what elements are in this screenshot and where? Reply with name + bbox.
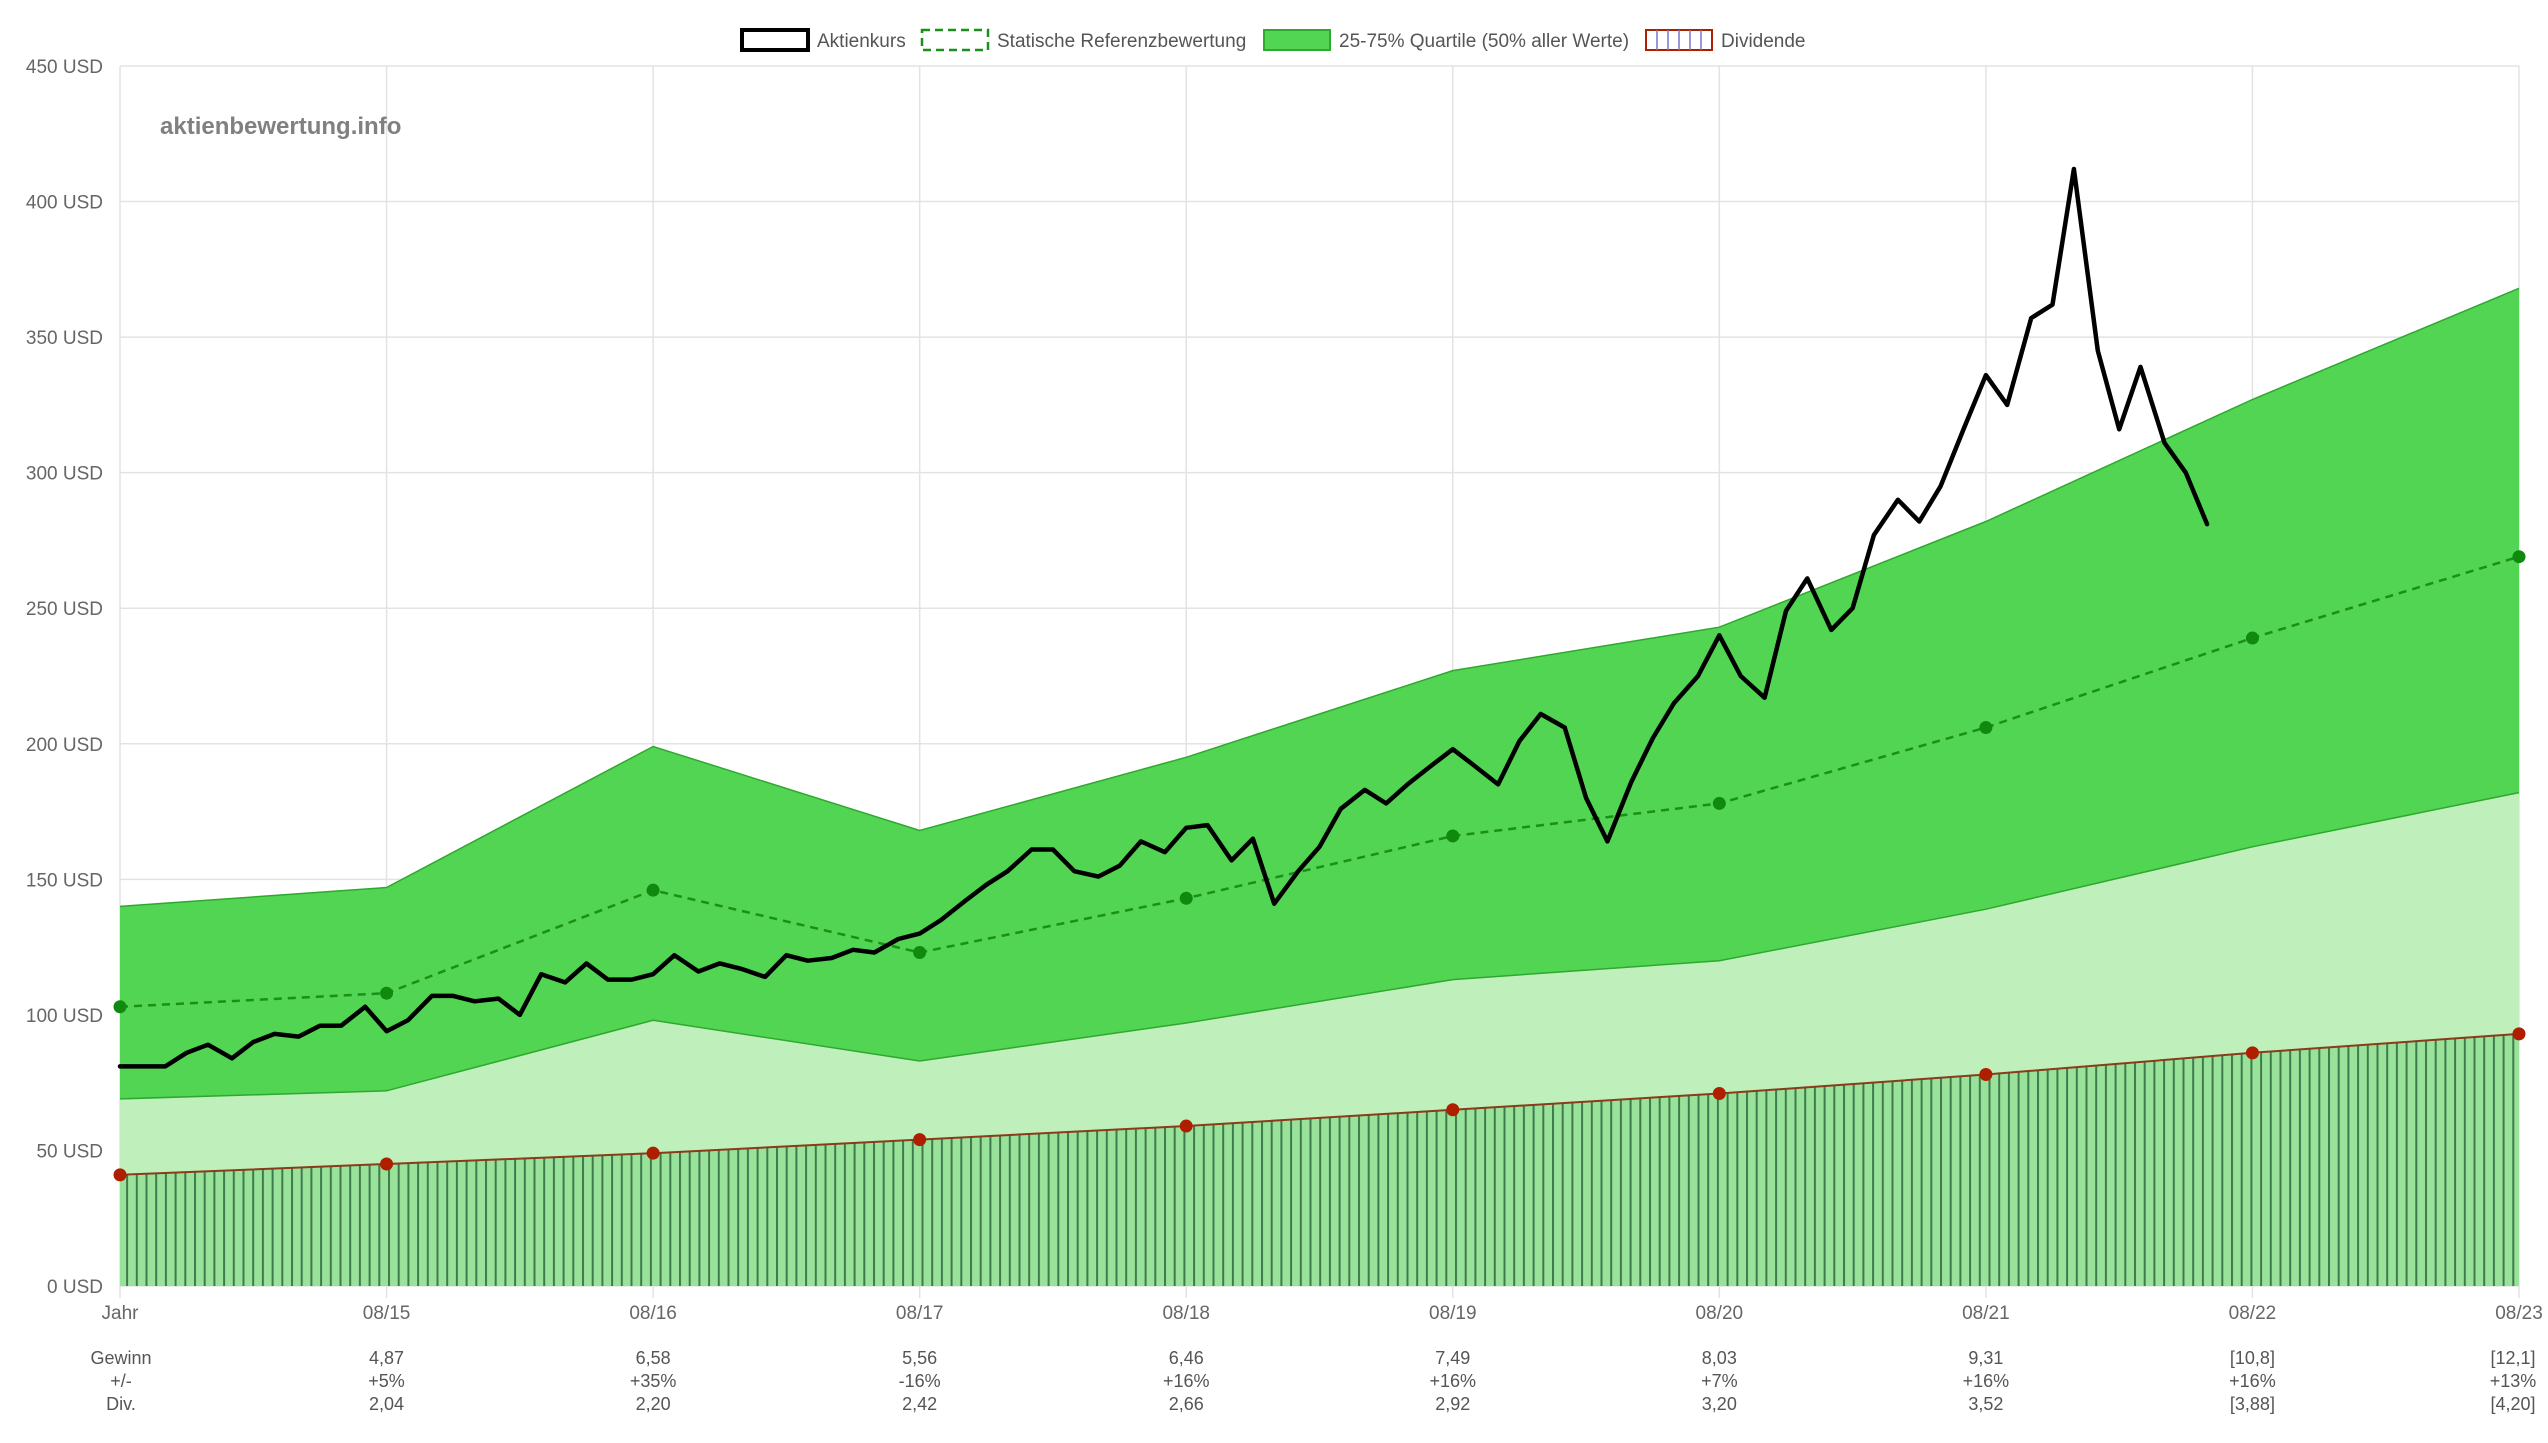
table-row-label: Div. xyxy=(106,1394,136,1414)
price-line xyxy=(117,166,2210,1069)
table-cell: [4,20] xyxy=(2490,1394,2535,1414)
reference-series xyxy=(113,550,2526,1014)
table-cell: [12,1] xyxy=(2490,1348,2535,1368)
table-cell: 3,20 xyxy=(1702,1394,1737,1414)
y-tick-label: 300 USD xyxy=(26,464,103,485)
dividend-point xyxy=(1979,1068,1993,1082)
legend-swatch-price xyxy=(740,28,810,52)
y-tick-label: 100 USD xyxy=(26,1006,103,1027)
x-tick-label: 08/18 xyxy=(1162,1303,1210,1324)
x-tick-label: 08/17 xyxy=(896,1303,944,1324)
legend-label: Dividende xyxy=(1721,31,1806,52)
dividend-point xyxy=(1446,1103,1460,1117)
reference-line xyxy=(119,555,2520,1009)
x-tick-label: 08/19 xyxy=(1429,1303,1477,1324)
dividend-point xyxy=(1712,1087,1726,1101)
table-cell: 2,20 xyxy=(636,1394,671,1414)
table-cell: 9,31 xyxy=(1968,1348,2003,1368)
legend: Aktienkurs Statische Referenzbewertung 25-… xyxy=(740,28,1806,52)
dividend-point xyxy=(380,1157,394,1171)
table-cell: +13% xyxy=(2490,1371,2537,1391)
table-cell: [10,8] xyxy=(2230,1348,2275,1368)
table-row-label: +/- xyxy=(110,1371,132,1391)
table-cell: 6,46 xyxy=(1169,1348,1204,1368)
table-cell: +16% xyxy=(2229,1371,2276,1391)
x-tick-label: 08/16 xyxy=(629,1303,677,1324)
dividend-point xyxy=(113,1168,127,1182)
table-cell: +7% xyxy=(1701,1371,1738,1391)
x-tick-label: 08/15 xyxy=(363,1303,411,1324)
table-cell: 5,56 xyxy=(902,1348,937,1368)
reference-point xyxy=(1179,891,1193,905)
dividend-area xyxy=(120,1033,2519,1286)
table-cell: 3,52 xyxy=(1968,1394,2003,1414)
dividend-line xyxy=(119,1032,2520,1176)
table-cell: -16% xyxy=(899,1371,941,1391)
table-cell: +16% xyxy=(1163,1371,1210,1391)
x-tick-label: 08/21 xyxy=(1962,1303,2010,1324)
reference-point xyxy=(113,1000,127,1014)
table-cell: +35% xyxy=(630,1371,677,1391)
table-cell: 2,66 xyxy=(1169,1394,1204,1414)
dividend-point xyxy=(2512,1027,2526,1041)
legend-label: Aktienkurs xyxy=(817,31,906,52)
legend-label: 25-75% Quartile (50% aller Werte) xyxy=(1339,31,1629,52)
table-cell: +16% xyxy=(1963,1371,2010,1391)
y-tick-label: 0 USD xyxy=(47,1277,103,1298)
y-tick-label: 250 USD xyxy=(26,599,103,620)
legend-label: Statische Referenzbewertung xyxy=(997,31,1246,52)
table-cell: 6,58 xyxy=(636,1348,671,1368)
reference-point xyxy=(380,986,394,1000)
y-tick-label: 150 USD xyxy=(26,870,103,891)
table-row-label: Gewinn xyxy=(90,1348,151,1368)
reference-point xyxy=(1979,721,1993,735)
earnings-table: Gewinn 4,87 6,58 5,56 6,46 7,49 8,03 9,31 [10,8]… xyxy=(90,1348,2536,1414)
table-cell: [3,88] xyxy=(2230,1394,2275,1414)
reference-point xyxy=(1712,796,1726,810)
reference-point xyxy=(1446,829,1460,843)
table-cell: 2,42 xyxy=(902,1394,937,1414)
x-tick-label: 08/20 xyxy=(1696,1303,1744,1324)
dividend-point xyxy=(1179,1119,1193,1133)
y-tick-label: 50 USD xyxy=(36,1141,103,1162)
table-cell: 7,49 xyxy=(1435,1348,1470,1368)
price-series xyxy=(117,166,2210,1069)
x-tick-label: 08/23 xyxy=(2495,1303,2543,1324)
table-cell: 2,92 xyxy=(1435,1394,1470,1414)
quartile-band-fill xyxy=(120,288,2519,1099)
dividend-series xyxy=(113,1027,2526,1286)
y-tick-label: 200 USD xyxy=(26,735,103,756)
legend-swatch-band xyxy=(1263,29,1331,51)
table-cell: 4,87 xyxy=(369,1348,404,1368)
axes: 0 USD 50 USD 100 USD 150 USD 200 USD 250 USD 3… xyxy=(26,57,2543,1324)
y-tick-label: 450 USD xyxy=(26,57,103,78)
x-tick-label: 08/22 xyxy=(2229,1303,2277,1324)
reference-point xyxy=(2512,550,2526,564)
table-cell: +5% xyxy=(368,1371,405,1391)
reference-point xyxy=(646,883,660,897)
dividend-point xyxy=(913,1133,927,1147)
reference-point xyxy=(913,946,927,960)
reference-point xyxy=(2245,631,2259,645)
y-tick-label: 350 USD xyxy=(26,328,103,349)
table-cell: +16% xyxy=(1430,1371,1477,1391)
quartile-lower-line xyxy=(119,791,2520,1100)
table-cell: 8,03 xyxy=(1702,1348,1737,1368)
table-cell: 2,04 xyxy=(369,1394,404,1414)
quartile-upper-line xyxy=(119,287,2520,908)
legend-swatch-reference xyxy=(920,28,990,52)
dividend-point xyxy=(646,1146,660,1160)
x-tick-label: Jahr xyxy=(102,1303,140,1324)
dividend-point xyxy=(2245,1046,2259,1060)
y-tick-label: 400 USD xyxy=(26,193,103,214)
brand-watermark: aktienbewertung.info xyxy=(160,113,401,140)
